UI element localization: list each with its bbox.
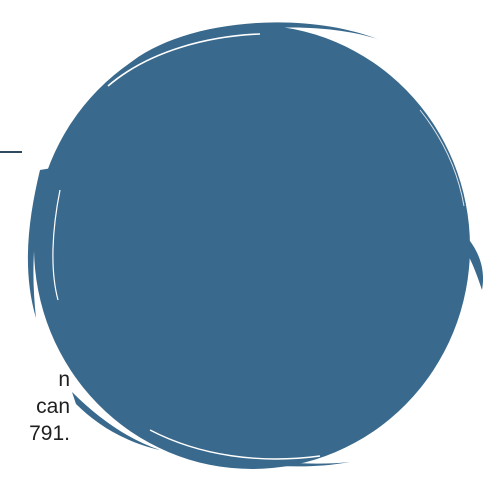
text-line-1: n: [58, 368, 70, 391]
brush-streak-3: [149, 429, 321, 460]
accent-rule: [0, 151, 22, 153]
cropped-text-block: n can 791.: [0, 366, 70, 476]
circle-body: [34, 25, 470, 469]
brush-streak-2: [52, 189, 61, 301]
brush-stroke-top: [120, 22, 380, 72]
brush-streak-4: [419, 109, 465, 207]
text-line-3: 791.: [29, 422, 70, 445]
text-line-2: can: [36, 395, 70, 418]
brush-stroke-right: [462, 236, 484, 290]
brush-stroke-left: [27, 168, 52, 318]
brush-streak-1: [107, 33, 261, 87]
brush-stroke-bottom: [100, 386, 350, 467]
